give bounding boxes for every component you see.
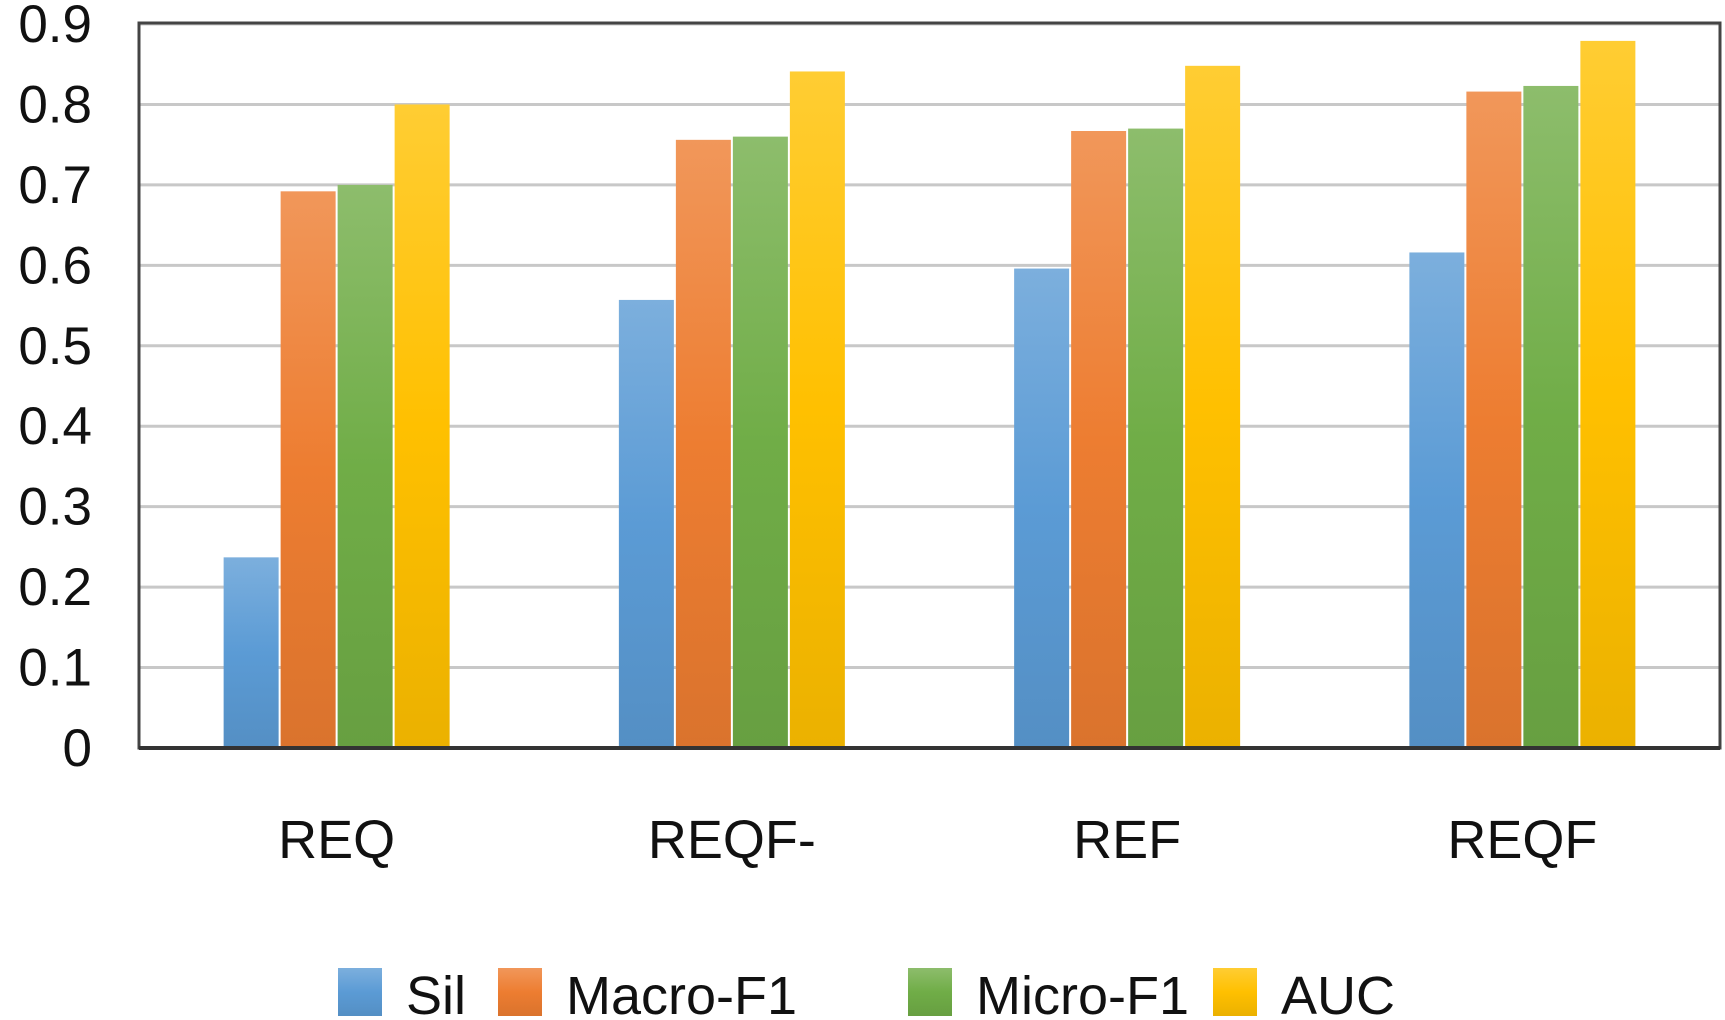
bar-macro-f1-ref: [1071, 130, 1127, 749]
y-tick-label: 0.3: [18, 478, 92, 537]
bar-micro-f1-reqf-: [732, 136, 788, 749]
bar-macro-f1-req: [280, 191, 336, 748]
legend-label: AUC: [1281, 966, 1395, 1020]
y-tick-label: 0: [63, 719, 92, 778]
x-tick-label: REQF-: [648, 810, 816, 870]
bar-macro-f1-reqf-: [675, 139, 731, 749]
y-tick-label: 0.4: [18, 397, 92, 456]
y-tick-label: 0.2: [18, 558, 92, 617]
bar-sil-ref: [1014, 268, 1070, 748]
legend-swatch-micro-f1: [908, 968, 952, 1016]
bar-sil-req: [223, 557, 279, 748]
legend-label: Macro-F1: [566, 966, 797, 1020]
bar-sil-reqf-: [618, 299, 674, 748]
bar-auc-ref: [1185, 65, 1241, 748]
y-tick-label: 0.6: [18, 236, 92, 295]
legend: Sil Macro-F1 Micro-F1 AUC: [338, 966, 1395, 1020]
legend-swatch-macro-f1: [498, 968, 542, 1016]
legend-label: Sil: [406, 966, 466, 1020]
bar-auc-reqf-: [789, 71, 845, 748]
bar-micro-f1-req: [337, 184, 393, 748]
bar-auc-reqf: [1580, 40, 1636, 749]
y-tick-label: 0.9: [18, 0, 92, 54]
x-tick-labels: REQ REQF- REF REQF: [278, 810, 1597, 870]
legend-label: Micro-F1: [976, 966, 1189, 1020]
bar-micro-f1-ref: [1128, 128, 1184, 749]
bar-sil-reqf: [1409, 252, 1465, 748]
bar-micro-f1-reqf: [1523, 85, 1579, 749]
x-tick-label: REQ: [278, 810, 395, 870]
y-tick-labels: 0 0.1 0.2 0.3 0.4 0.5 0.6 0.7 0.8 0.9: [18, 0, 92, 778]
legend-swatch-sil: [338, 968, 382, 1016]
legend-swatch-auc: [1213, 968, 1257, 1016]
bar-auc-req: [394, 104, 450, 748]
y-tick-label: 0.1: [18, 639, 92, 698]
bar-macro-f1-reqf: [1466, 91, 1522, 748]
x-tick-label: REQF: [1447, 810, 1597, 870]
y-tick-label: 0.5: [18, 317, 92, 376]
y-tick-label: 0.7: [18, 156, 92, 215]
axes: [137, 21, 1722, 750]
bars: [223, 40, 1636, 749]
x-tick-label: REF: [1073, 810, 1181, 870]
y-tick-label: 0.8: [18, 75, 92, 134]
